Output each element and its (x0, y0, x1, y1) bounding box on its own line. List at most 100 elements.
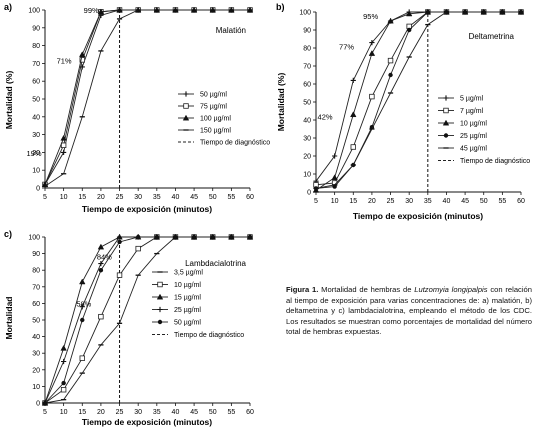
x-tick-label: 55 (498, 198, 506, 205)
legend-item-diagnostic: Tiempo de diagnóstico (438, 158, 530, 165)
data-annotation: 42% (318, 112, 333, 121)
data-annotation: 19% (26, 149, 41, 158)
x-tick-label: 40 (172, 194, 180, 201)
legend-marker (157, 319, 163, 325)
y-tick-label: 0 (307, 190, 311, 197)
x-axis-label: Tiempo de exposición (minutos) (82, 417, 212, 427)
data-point (116, 234, 123, 240)
data-point (229, 234, 234, 240)
series-line (44, 236, 250, 404)
legend: 50 µg/ml 75 µg/ml 100 µg/ml 150 µg/ml Tiempo… (178, 91, 270, 147)
x-tick-label: 20 (97, 409, 105, 416)
legend-marker (443, 133, 449, 138)
legend-item: 15 µg/ml (152, 293, 201, 302)
data-point (116, 6, 123, 13)
legend-label: 7 µg/ml (460, 108, 484, 115)
x-tick-label: 15 (78, 409, 86, 416)
y-axis-label: Mortalidad (%) (4, 71, 14, 130)
data-point (135, 234, 141, 240)
x-tick-label: 50 (209, 409, 217, 416)
caption-text-after: con relación al tiempo de exposición par… (286, 285, 532, 337)
x-tick-label: 55 (227, 409, 235, 416)
data-annotation: 99% (84, 6, 99, 15)
x-tick-label: 30 (134, 194, 142, 201)
y-tick-label: 70 (32, 284, 40, 291)
y-tick-label: 90 (32, 25, 40, 32)
y-axis-label: Mortalidad (%) (276, 73, 286, 132)
y-tick-label: 40 (32, 114, 40, 121)
x-tick-label: 25 (387, 198, 395, 205)
series-5 (313, 11, 524, 190)
legend-item: 3,5 µg/ml (152, 270, 203, 277)
x-tick-label: 20 (368, 198, 376, 205)
series-5 (42, 234, 253, 406)
y-tick-label: 30 (32, 132, 40, 139)
legend-label: 50 µg/ml (174, 320, 201, 327)
legend-item: 5 µg/ml (438, 95, 484, 103)
y-tick-label: 100 (28, 8, 40, 15)
data-point (173, 234, 178, 240)
y-tick-label: 100 (28, 235, 40, 242)
legend: 5 µg/ml 7 µg/ml 10 µg/ml 25 µg/ml 45 µg/ml Ti… (438, 95, 530, 165)
legend-label: 50 µg/ml (200, 92, 227, 99)
y-tick-label: 30 (303, 136, 311, 143)
data-point (79, 57, 85, 63)
legend-marker (442, 119, 450, 126)
data-point (247, 234, 253, 240)
data-point (210, 234, 215, 240)
legend-item: 150 µg/ml (178, 128, 231, 135)
x-tick-label: 60 (246, 194, 254, 201)
y-tick-label: 40 (303, 118, 311, 125)
legend-item: 100 µg/ml (178, 114, 231, 123)
legend-label: Tiempo de diagnóstico (460, 158, 530, 165)
data-point (331, 174, 338, 181)
x-tick-label: 55 (227, 194, 235, 201)
data-point (60, 387, 67, 393)
legend-label: 25 µg/ml (174, 307, 201, 314)
data-point (368, 50, 376, 56)
data-point (60, 344, 67, 351)
x-tick-label: 40 (443, 198, 451, 205)
legend-item: 25 µg/ml (152, 306, 201, 314)
caption-text-before: Mortalidad de hembras de (318, 285, 415, 294)
chart-title: Lambdacialotrina (185, 259, 246, 268)
data-point (332, 153, 338, 159)
data-point (387, 57, 394, 64)
data-point (79, 278, 86, 285)
chart-title: Deltametrina (469, 32, 515, 41)
y-tick-label: 20 (303, 154, 311, 161)
x-tick-label: 45 (461, 198, 469, 205)
y-tick-label: 0 (36, 401, 40, 408)
legend-label: 3,5 µg/ml (174, 270, 203, 277)
data-point (60, 142, 67, 148)
data-point (332, 184, 337, 189)
y-tick-label: 80 (303, 46, 311, 53)
legend-marker (183, 91, 189, 97)
legend: 3,5 µg/ml 10 µg/ml 15 µg/ml 25 µg/ml 50 µg/m… (152, 270, 244, 339)
legend-label: Tiempo de diagnóstico (174, 332, 244, 339)
data-annotation: 77% (339, 42, 354, 51)
x-tick-label: 5 (43, 409, 47, 416)
x-tick-label: 10 (331, 198, 339, 205)
x-tick-label: 15 (78, 194, 86, 201)
data-point (154, 234, 160, 240)
x-tick-label: 25 (116, 409, 124, 416)
data-point (191, 234, 197, 240)
y-tick-label: 60 (32, 79, 40, 86)
y-tick-label: 50 (303, 100, 311, 107)
data-point (98, 313, 104, 320)
legend-item: 25 µg/ml (438, 133, 487, 140)
legend-marker (157, 306, 163, 313)
x-tick-label: 50 (209, 194, 217, 201)
y-tick-label: 70 (303, 64, 311, 71)
legend-item-diagnostic: Tiempo de diagnóstico (152, 332, 244, 339)
x-tick-label: 20 (97, 194, 105, 201)
chart-panel-2: b) Deltametrina 0 10 20 30 40 50 60 70 80 90 100 5 10 1… (276, 2, 530, 221)
data-annotation: 58% (76, 300, 91, 309)
data-point (405, 10, 413, 17)
data-annotation: 84% (97, 253, 112, 262)
x-tick-label: 45 (190, 409, 198, 416)
x-tick-label: 35 (424, 198, 432, 205)
legend-marker (156, 293, 164, 300)
x-tick-label: 40 (172, 409, 180, 416)
